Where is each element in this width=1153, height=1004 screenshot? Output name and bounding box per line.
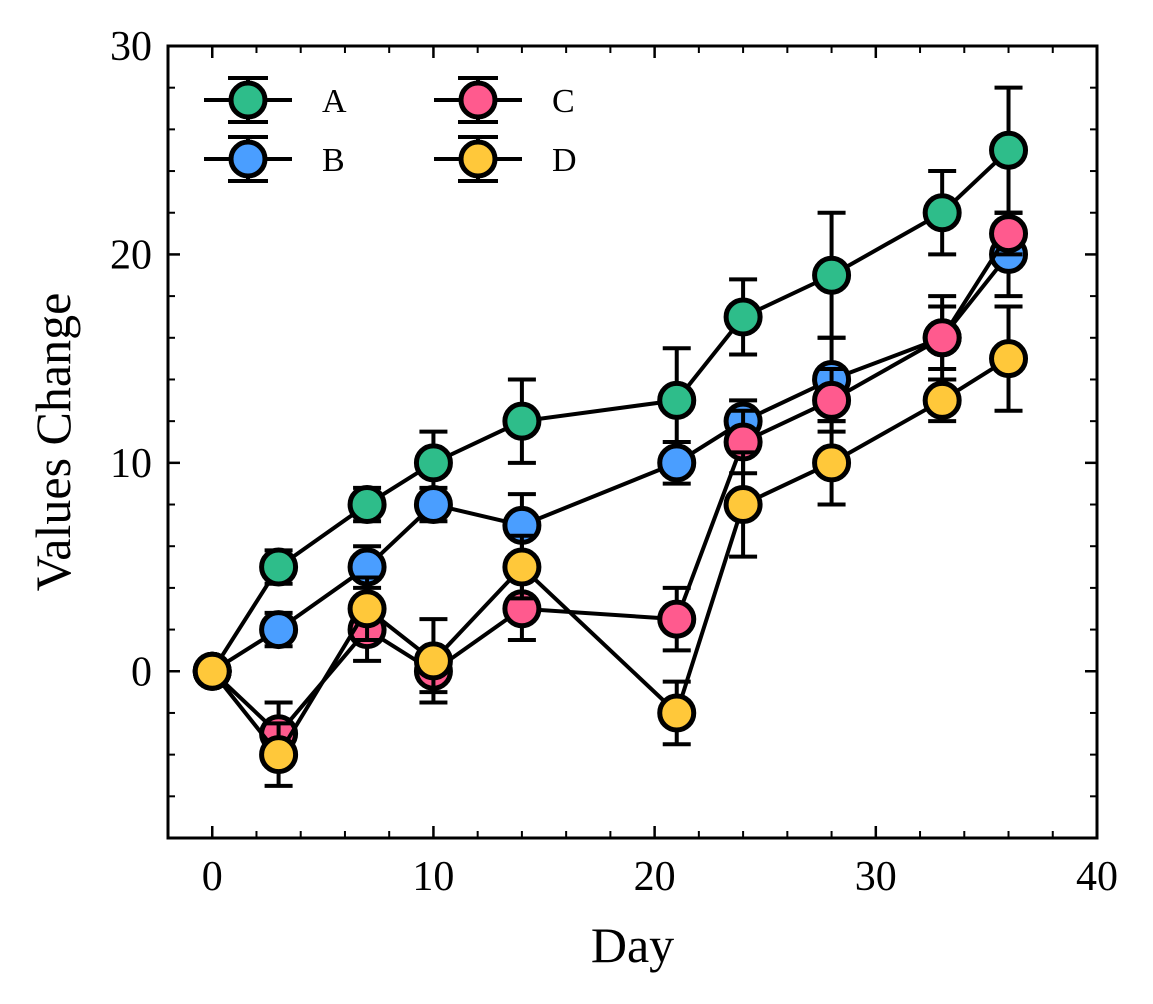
legend-marker	[228, 80, 268, 120]
legend: AB CD	[204, 76, 577, 183]
series-A	[192, 85, 1029, 691]
data-point	[989, 130, 1029, 170]
y-tick-label: 0	[131, 649, 152, 695]
x-tick-label: 40	[1076, 854, 1118, 900]
legend-item-B: B	[204, 135, 345, 183]
legend-item-A: A	[204, 76, 347, 124]
data-point	[657, 380, 697, 420]
data-point	[657, 693, 697, 733]
plot-frame	[166, 44, 1099, 840]
series-line	[210, 356, 1010, 759]
chart-marks	[192, 85, 1029, 788]
legend-marker	[458, 80, 498, 120]
data-point	[502, 401, 542, 441]
y-tick-label: 20	[110, 232, 152, 278]
legend-marker	[228, 139, 268, 179]
series-line	[210, 232, 1011, 737]
x-axis-title: Day	[591, 917, 674, 973]
data-point	[502, 547, 542, 587]
legend-item-C: C	[434, 76, 575, 124]
data-point	[812, 443, 852, 483]
x-tick-label: 20	[634, 854, 676, 900]
data-point	[922, 193, 962, 233]
data-point	[413, 443, 453, 483]
data-point	[723, 485, 763, 525]
data-point	[413, 641, 453, 681]
legend-item-D: D	[434, 135, 577, 183]
series-line	[210, 148, 1010, 673]
data-point	[657, 443, 697, 483]
x-tick-label: 10	[412, 854, 454, 900]
y-tick-label: 30	[110, 24, 152, 70]
series-line	[211, 253, 1011, 673]
legend-label: C	[552, 83, 575, 120]
data-point	[259, 735, 299, 775]
data-point	[192, 651, 232, 691]
data-point	[989, 214, 1029, 254]
data-point	[922, 380, 962, 420]
data-point	[259, 547, 299, 587]
series-B	[192, 210, 1029, 691]
data-point	[989, 339, 1029, 379]
data-point	[347, 589, 387, 629]
data-point	[812, 380, 852, 420]
data-point	[347, 485, 387, 525]
data-point	[413, 485, 453, 525]
data-point	[812, 255, 852, 295]
x-tick-label: 30	[855, 854, 897, 900]
data-point	[657, 599, 697, 639]
data-point	[259, 610, 299, 650]
data-point	[922, 318, 962, 358]
legend-label: B	[322, 142, 345, 179]
legend-label: A	[322, 83, 347, 120]
series-D	[192, 304, 1029, 788]
y-tick-label: 10	[110, 441, 152, 487]
x-tick-label: 0	[202, 854, 223, 900]
legend-label: D	[552, 142, 577, 179]
axis-ticks: 0 10 20 30 40 0 10 20 30	[110, 24, 1118, 900]
legend-marker	[458, 139, 498, 179]
y-axis-title: Values Change	[25, 293, 81, 592]
data-point	[723, 297, 763, 337]
